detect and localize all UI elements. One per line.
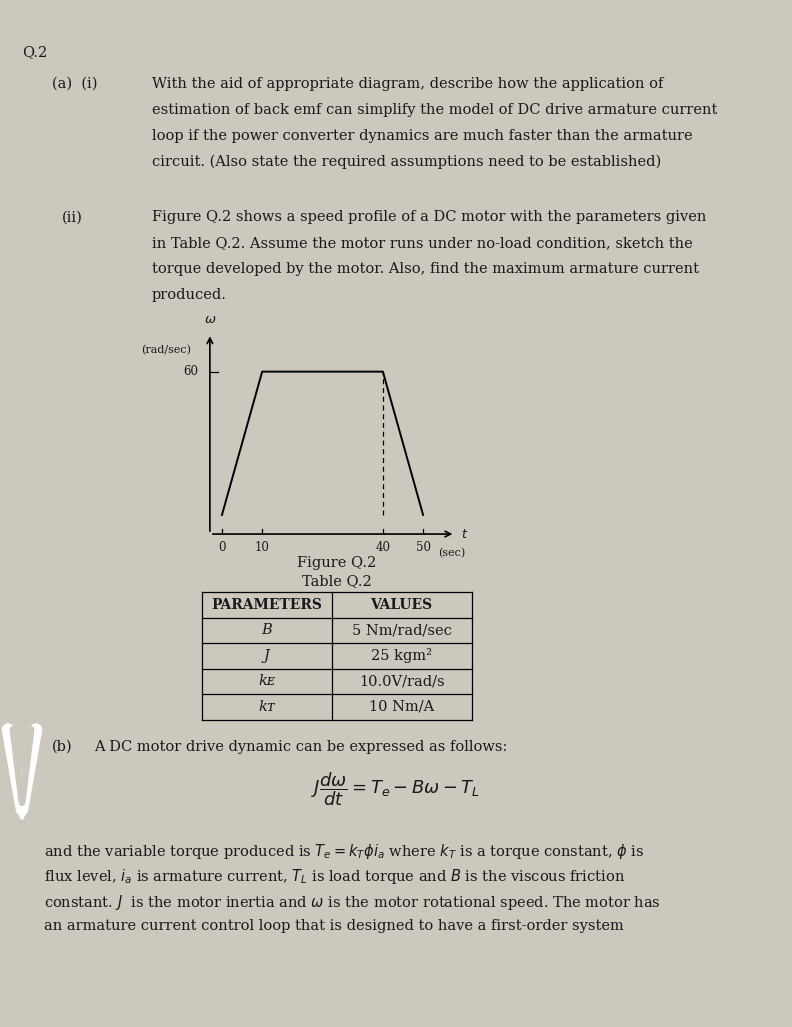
- Text: With the aid of appropriate diagram, describe how the application of: With the aid of appropriate diagram, des…: [152, 77, 664, 91]
- Text: Figure Q.2 shows a speed profile of a DC motor with the parameters given: Figure Q.2 shows a speed profile of a DC…: [152, 211, 706, 224]
- Text: constant. $J$  is the motor inertia and $\omega$ is the motor rotational speed. : constant. $J$ is the motor inertia and $…: [44, 893, 661, 912]
- Text: $J\dfrac{d\omega}{dt} = T_e - B\omega - T_L$: $J\dfrac{d\omega}{dt} = T_e - B\omega - …: [311, 770, 481, 808]
- Text: (a)  (i): (a) (i): [52, 77, 97, 91]
- Text: 10 Nm/A: 10 Nm/A: [369, 699, 434, 714]
- Text: produced.: produced.: [152, 288, 227, 302]
- Text: in Table Q.2. Assume the motor runs under no-load condition, sketch the: in Table Q.2. Assume the motor runs unde…: [152, 236, 693, 250]
- Text: J: J: [264, 649, 269, 662]
- Text: loop if the power converter dynamics are much faster than the armature: loop if the power converter dynamics are…: [152, 128, 693, 143]
- Text: 40: 40: [375, 541, 390, 555]
- Text: torque developed by the motor. Also, find the maximum armature current: torque developed by the motor. Also, fin…: [152, 262, 699, 276]
- Text: 10: 10: [255, 541, 269, 555]
- Text: kᴛ: kᴛ: [258, 699, 275, 714]
- Text: 50: 50: [416, 541, 431, 555]
- Text: PARAMETERS: PARAMETERS: [211, 598, 322, 612]
- Text: B: B: [261, 623, 272, 638]
- Text: kᴇ: kᴇ: [258, 675, 275, 688]
- Text: $\omega$: $\omega$: [204, 313, 216, 327]
- Text: (b): (b): [52, 739, 73, 754]
- Text: circuit. (Also state the required assumptions need to be established): circuit. (Also state the required assump…: [152, 154, 661, 168]
- Text: 10.0V/rad/s: 10.0V/rad/s: [359, 675, 444, 688]
- Text: Figure Q.2: Figure Q.2: [297, 556, 376, 570]
- Text: Table Q.2: Table Q.2: [302, 574, 371, 588]
- Text: (ii): (ii): [62, 211, 83, 224]
- Text: Q.2: Q.2: [22, 45, 48, 59]
- Text: 0: 0: [219, 541, 226, 555]
- Text: (sec): (sec): [438, 548, 465, 559]
- Text: flux level, $i_a$ is armature current, $T_L$ is load torque and $B$ is the visco: flux level, $i_a$ is armature current, $…: [44, 868, 625, 886]
- Text: estimation of back emf can simplify the model of DC drive armature current: estimation of back emf can simplify the …: [152, 103, 718, 117]
- Text: 5 Nm/rad/sec: 5 Nm/rad/sec: [352, 623, 451, 638]
- Text: and the variable torque produced is $T_e = k_T\phi i_a$ where $k_T$ is a torque : and the variable torque produced is $T_e…: [44, 841, 645, 861]
- Text: (rad/sec): (rad/sec): [141, 345, 191, 355]
- Text: VALUES: VALUES: [371, 598, 432, 612]
- Text: $t$: $t$: [461, 528, 469, 540]
- Text: an armature current control loop that is designed to have a first-order system: an armature current control loop that is…: [44, 919, 624, 933]
- Text: 25 kgm²: 25 kgm²: [371, 648, 432, 663]
- Text: A DC motor drive dynamic can be expressed as follows:: A DC motor drive dynamic can be expresse…: [94, 739, 508, 754]
- Text: 60: 60: [183, 366, 198, 378]
